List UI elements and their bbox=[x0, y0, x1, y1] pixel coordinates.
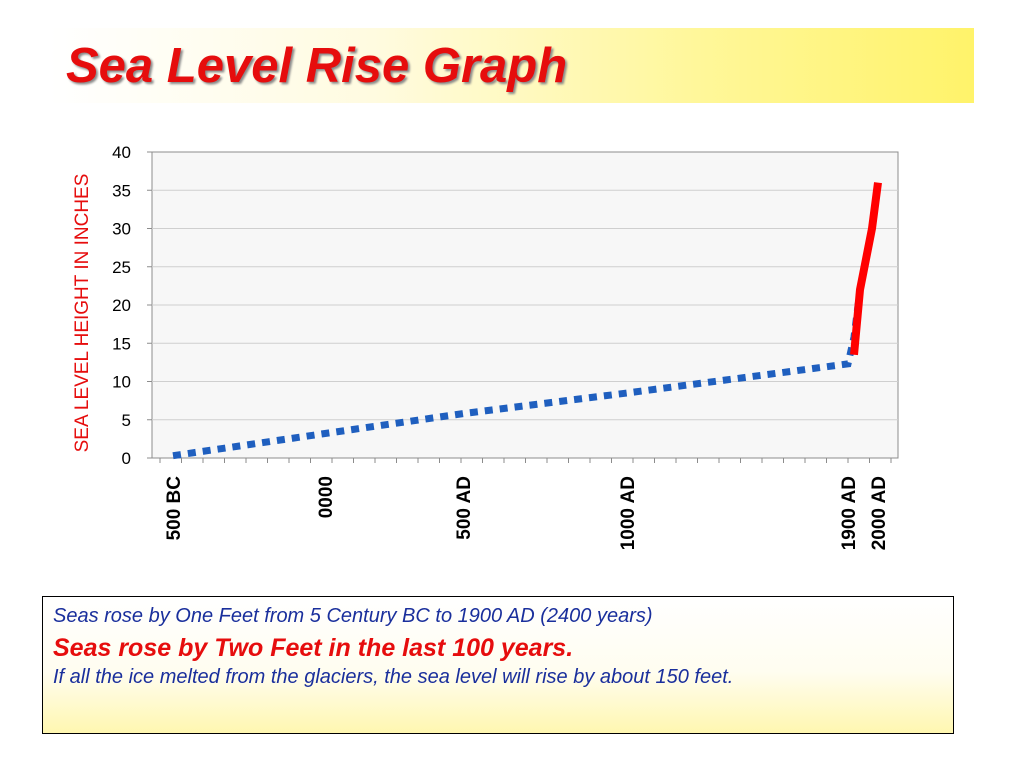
y-tick-label: 25 bbox=[112, 258, 131, 277]
series-lines bbox=[172, 182, 882, 460]
x-tick-label: 1000 AD bbox=[618, 476, 639, 550]
x-axis-ticks: 500 BC 0000 500 AD 1000 AD 1900 AD 2000 AD bbox=[159, 458, 892, 550]
info-line-glaciers: If all the ice melted from the glaciers,… bbox=[53, 666, 734, 688]
y-axis-ticks: 0 5 10 15 20 25 30 35 40 bbox=[112, 143, 152, 468]
y-tick-label: 5 bbox=[122, 411, 131, 430]
slide-title: Sea Level Rise Graph bbox=[66, 39, 568, 93]
x-tick-label: 500 BC bbox=[164, 476, 185, 541]
x-tick-label: 0000 bbox=[316, 476, 337, 518]
y-tick-label: 10 bbox=[112, 373, 131, 392]
y-tick-label: 15 bbox=[112, 334, 131, 353]
info-line-two-feet: Seas rose by Two Feet in the last 100 ye… bbox=[53, 634, 574, 662]
title-band bbox=[50, 28, 974, 103]
y-tick-label: 30 bbox=[112, 220, 131, 239]
solid-series-line bbox=[850, 182, 882, 356]
info-box: Seas rose by One Feet from 5 Century BC … bbox=[42, 596, 954, 734]
x-tick-label: 500 AD bbox=[454, 476, 475, 540]
y-tick-label: 35 bbox=[112, 181, 131, 200]
x-tick-label: 1900 AD bbox=[839, 476, 860, 550]
y-tick-label: 20 bbox=[112, 296, 131, 315]
y-axis-label: SEA LEVEL HEIGHT IN INCHES bbox=[72, 174, 93, 453]
y-tick-label: 0 bbox=[122, 449, 131, 468]
y-tick-label: 40 bbox=[112, 143, 131, 162]
gridlines bbox=[152, 189, 898, 421]
info-line-one-feet: Seas rose by One Feet from 5 Century BC … bbox=[53, 605, 653, 627]
x-tick-label: 2000 AD bbox=[869, 476, 890, 550]
sea-level-chart: 0 5 10 15 20 25 30 35 40 500 BC 0000 500 AD 1000 AD… bbox=[72, 143, 899, 550]
